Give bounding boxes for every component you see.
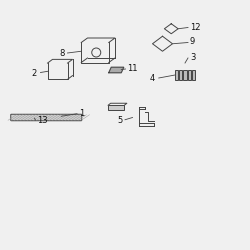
Text: 5: 5 — [117, 116, 122, 125]
Text: 3: 3 — [190, 54, 196, 62]
FancyBboxPatch shape — [11, 114, 82, 121]
Text: 12: 12 — [190, 22, 200, 32]
Bar — [174, 70, 178, 80]
Text: 13: 13 — [37, 116, 48, 125]
Text: 1: 1 — [80, 108, 85, 118]
Bar — [192, 70, 196, 80]
Text: 2: 2 — [32, 68, 37, 78]
Text: 11: 11 — [127, 64, 138, 73]
Bar — [188, 70, 191, 80]
Polygon shape — [109, 67, 124, 73]
Text: 9: 9 — [190, 38, 195, 46]
Bar — [183, 70, 187, 80]
Text: 4: 4 — [150, 74, 155, 83]
Text: 8: 8 — [59, 49, 64, 58]
Bar — [179, 70, 182, 80]
Bar — [108, 105, 124, 110]
